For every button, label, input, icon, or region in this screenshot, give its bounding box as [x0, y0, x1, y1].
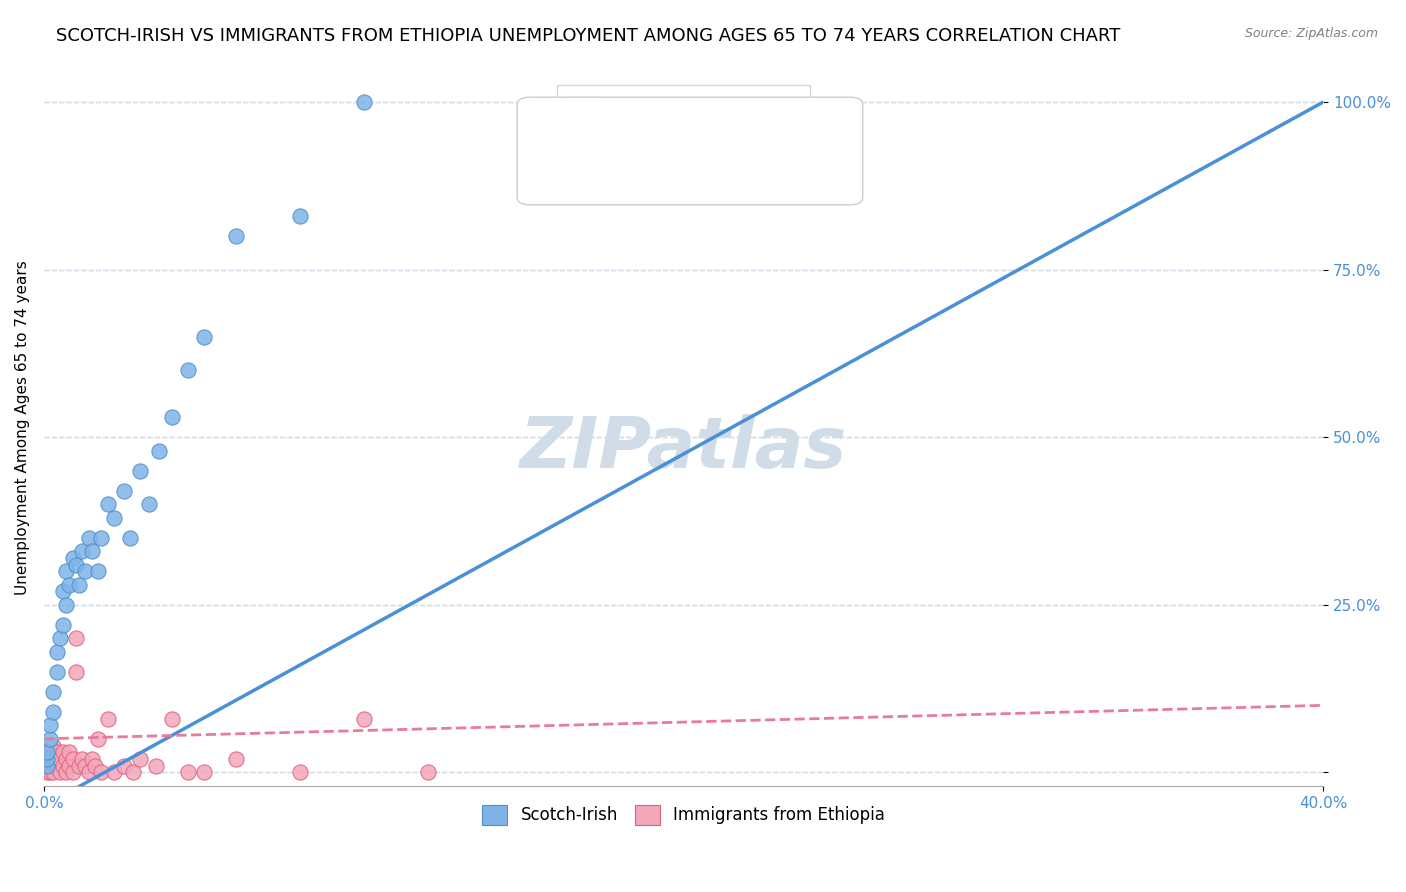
Point: [112, 758, 135, 772]
Point: [225, 229, 247, 244]
Point: [288, 765, 311, 780]
Point: [177, 765, 200, 780]
Point: [128, 464, 150, 478]
Point: [42, 685, 65, 699]
Point: [35, 758, 58, 772]
Point: [42, 739, 65, 753]
Point: [65, 665, 87, 679]
Point: [416, 765, 439, 780]
Point: [67, 758, 90, 772]
Point: [72, 752, 94, 766]
Point: [65, 558, 87, 572]
Point: [39, 731, 62, 746]
Point: [45, 665, 67, 679]
Point: [42, 705, 65, 719]
Point: [55, 752, 77, 766]
Legend: Scotch-Irish, Immigrants from Ethiopia: Scotch-Irish, Immigrants from Ethiopia: [472, 795, 894, 835]
Point: [42, 752, 65, 766]
Point: [62, 550, 84, 565]
Point: [49, 752, 72, 766]
Point: [288, 209, 311, 223]
Point: [87, 564, 110, 578]
Point: [193, 329, 215, 343]
Point: [45, 745, 67, 759]
Text: ZIPatlas: ZIPatlas: [520, 414, 848, 483]
Point: [160, 712, 183, 726]
Point: [80, 544, 103, 558]
Point: [35, 752, 58, 766]
Point: [35, 752, 58, 766]
Point: [39, 718, 62, 732]
Point: [97, 712, 120, 726]
Point: [90, 765, 112, 780]
Point: [55, 765, 77, 780]
Point: [120, 531, 142, 545]
Point: [353, 95, 375, 109]
Point: [42, 765, 65, 780]
Point: [58, 745, 80, 759]
Point: [87, 731, 110, 746]
Point: [52, 618, 75, 632]
Point: [112, 483, 135, 498]
Point: [75, 564, 97, 578]
Point: [75, 758, 97, 772]
FancyBboxPatch shape: [517, 97, 863, 205]
Point: [80, 752, 103, 766]
Point: [62, 765, 84, 780]
Point: [39, 745, 62, 759]
Point: [160, 410, 183, 425]
Point: [52, 584, 75, 599]
Point: [77, 531, 100, 545]
Point: [65, 632, 87, 646]
Point: [84, 758, 107, 772]
Point: [55, 564, 77, 578]
Point: [35, 758, 58, 772]
Point: [122, 765, 145, 780]
Point: [35, 745, 58, 759]
Point: [39, 765, 62, 780]
Point: [58, 577, 80, 591]
Point: [35, 765, 58, 780]
Point: [103, 510, 125, 524]
Point: [49, 632, 72, 646]
Point: [177, 363, 200, 377]
Point: [52, 745, 75, 759]
Point: [225, 752, 247, 766]
Point: [103, 765, 125, 780]
Point: [148, 443, 170, 458]
Point: [97, 497, 120, 511]
Text: Source: ZipAtlas.com: Source: ZipAtlas.com: [1244, 27, 1378, 40]
Point: [353, 712, 375, 726]
Point: [39, 758, 62, 772]
Point: [128, 752, 150, 766]
Point: [58, 758, 80, 772]
Point: [193, 765, 215, 780]
Point: [138, 497, 160, 511]
Point: [49, 765, 72, 780]
Point: [77, 765, 100, 780]
Point: [45, 645, 67, 659]
Point: [55, 598, 77, 612]
Point: [72, 544, 94, 558]
Point: [52, 758, 75, 772]
Point: [62, 752, 84, 766]
Text: SCOTCH-IRISH VS IMMIGRANTS FROM ETHIOPIA UNEMPLOYMENT AMONG AGES 65 TO 74 YEARS : SCOTCH-IRISH VS IMMIGRANTS FROM ETHIOPIA…: [56, 27, 1121, 45]
Point: [67, 577, 90, 591]
Point: [145, 758, 167, 772]
Y-axis label: Unemployment Among Ages 65 to 74 years: Unemployment Among Ages 65 to 74 years: [15, 260, 30, 595]
Point: [90, 531, 112, 545]
Point: [45, 758, 67, 772]
